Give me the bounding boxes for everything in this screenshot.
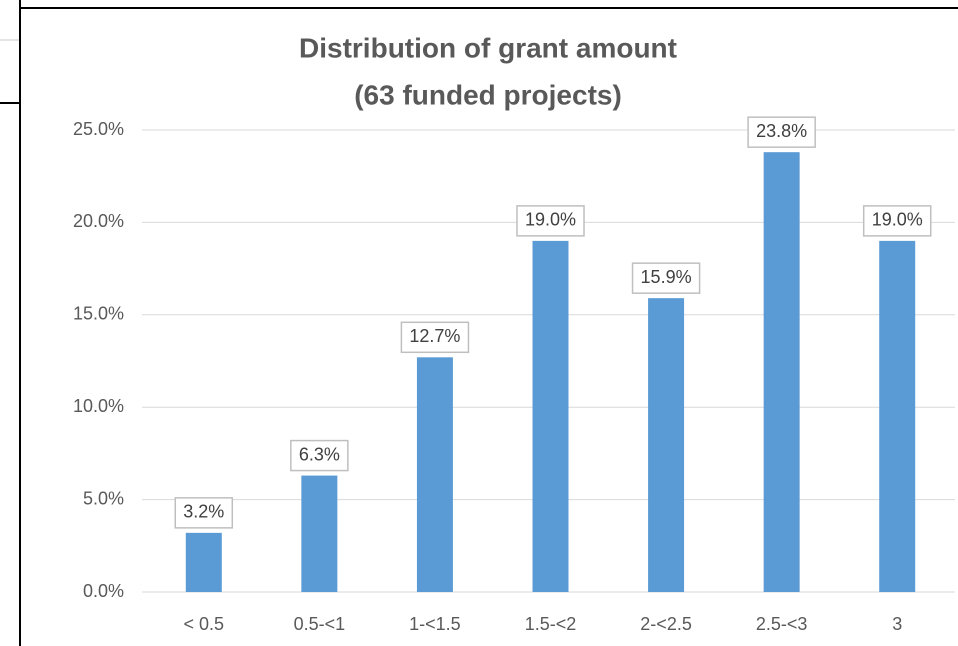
data-label-box [174, 497, 234, 529]
data-label-box [631, 262, 701, 294]
data-label-box [862, 205, 932, 237]
x-tick-label: 1.5-<2 [525, 614, 577, 634]
chart-title: Distribution of grant amount [299, 32, 677, 63]
x-tick-label: 3 [892, 614, 902, 634]
bar [763, 152, 800, 592]
y-tick-label: 5.0% [83, 488, 124, 508]
bar [648, 298, 685, 592]
data-label: 19.0% [872, 210, 923, 230]
data-label-box [290, 439, 349, 472]
data-label: 19.0% [525, 210, 576, 230]
data-label-box [747, 116, 816, 148]
data-label: 3.2% [183, 502, 224, 522]
x-tick-label: 2-<2.5 [640, 614, 692, 634]
data-label: 12.7% [409, 326, 460, 346]
y-tick-label: 10.0% [73, 396, 124, 416]
bar [301, 475, 338, 592]
data-label: 23.8% [756, 121, 807, 141]
data-label: 15.9% [641, 267, 692, 287]
bar [185, 532, 222, 592]
data-label-box [516, 205, 585, 237]
y-tick-label: 25.0% [73, 119, 124, 139]
data-label-box [400, 321, 470, 354]
x-tick-label: 1-<1.5 [409, 614, 461, 634]
y-tick-label: 0.0% [83, 581, 124, 601]
y-tick-label: 20.0% [73, 211, 124, 231]
bar [879, 240, 916, 592]
y-tick-label: 15.0% [73, 304, 124, 324]
bar [532, 240, 569, 592]
x-tick-label: < 0.5 [184, 614, 225, 634]
data-label: 6.3% [299, 444, 340, 464]
chart-title: (63 funded projects) [354, 79, 622, 110]
x-tick-label: 0.5-<1 [294, 614, 346, 634]
bar [416, 357, 453, 592]
x-tick-label: 2.5-<3 [756, 614, 808, 634]
